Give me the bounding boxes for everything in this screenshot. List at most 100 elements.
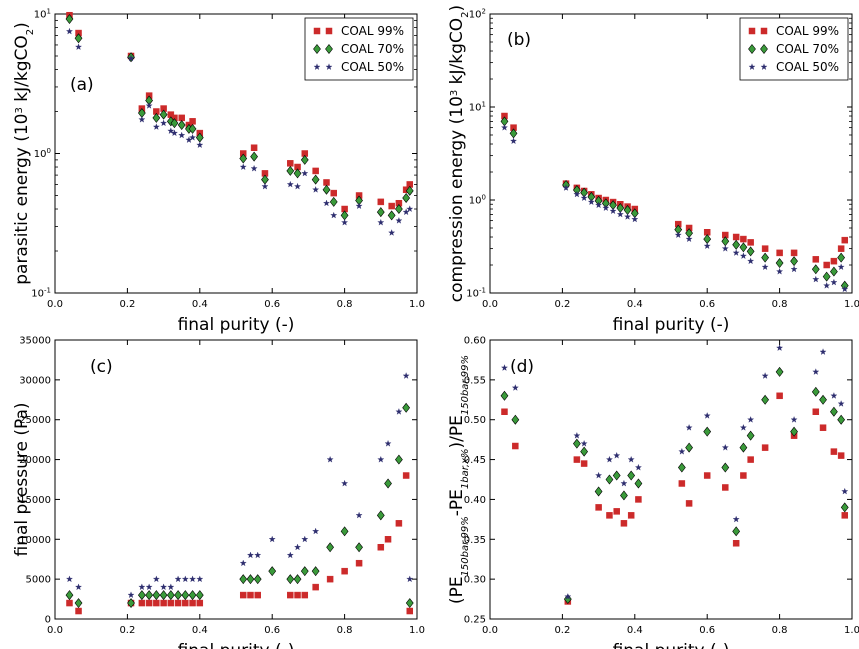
data-point — [323, 179, 330, 186]
data-point — [387, 210, 396, 221]
data-point — [294, 182, 302, 190]
data-point — [177, 120, 186, 131]
data-point — [812, 256, 820, 263]
data-point — [580, 460, 588, 467]
data-point — [254, 591, 261, 599]
x-tick-label: 0.4 — [192, 299, 208, 310]
panel-a: 0.0 0.2 0.4 0.6 0.8 1.0 10-1 100 101 final purity… — [12, 8, 425, 336]
panel-b: 0.0 0.2 0.4 0.6 0.8 1.0 10-1 100 101 102 final pur… — [447, 5, 859, 335]
data-point — [748, 63, 756, 70]
data-point — [153, 599, 160, 607]
data-point — [594, 486, 603, 497]
legend-box — [304, 17, 414, 81]
panel-label: (b) — [507, 30, 531, 50]
data-point — [152, 123, 160, 130]
data-point — [721, 443, 729, 451]
data-point — [174, 599, 182, 607]
data-point — [74, 33, 83, 44]
data-point — [511, 414, 520, 425]
data-point — [395, 520, 403, 527]
data-point — [678, 480, 686, 487]
data-point — [65, 14, 74, 25]
data-point — [776, 344, 784, 351]
data-point — [740, 235, 747, 243]
data-point — [739, 442, 748, 453]
data-point — [167, 583, 175, 591]
data-point — [145, 102, 153, 109]
x-tick-label: 1.0 — [844, 625, 859, 636]
data-point — [837, 263, 845, 271]
y-tick-label: 101 — [469, 101, 486, 114]
data-point — [196, 599, 204, 607]
data-point — [174, 575, 182, 583]
data-point — [166, 590, 175, 601]
data-point — [313, 27, 321, 35]
data-point — [573, 190, 581, 198]
data-point — [152, 590, 161, 601]
data-point — [75, 583, 82, 591]
data-point — [775, 258, 784, 269]
x-tick-label: 0.6 — [264, 299, 280, 310]
data-point — [75, 607, 82, 615]
data-point — [377, 218, 385, 226]
data-point — [286, 165, 295, 176]
data-point — [313, 44, 321, 54]
data-point — [127, 598, 135, 609]
data-point — [512, 442, 519, 450]
y-tick-label: 0.45 — [464, 455, 486, 466]
data-point — [300, 566, 309, 577]
data-point — [247, 551, 254, 559]
panel-label: (d) — [510, 357, 534, 377]
data-point — [748, 44, 756, 54]
data-point — [340, 526, 349, 537]
data-point — [247, 591, 254, 599]
data-point — [239, 153, 248, 164]
x-tick-label: 0.8 — [337, 299, 353, 310]
data-point — [355, 511, 363, 519]
data-point — [685, 424, 693, 431]
data-point — [160, 119, 168, 127]
data-point — [760, 63, 768, 70]
data-point — [602, 204, 610, 211]
data-point — [812, 368, 820, 375]
data-point — [613, 508, 620, 515]
data-point — [294, 543, 302, 551]
data-point — [564, 593, 572, 600]
series-star — [501, 344, 849, 600]
data-point — [830, 392, 838, 399]
y-tick-label: 10-1 — [31, 287, 51, 300]
data-point — [293, 168, 302, 179]
data-point — [167, 599, 175, 607]
data-point — [384, 478, 392, 489]
data-point — [239, 591, 247, 599]
legend-entry: COAL 70% — [341, 42, 404, 56]
x-axis-label: final purity (-) — [613, 641, 730, 649]
y-tick-label: 15000 — [19, 495, 51, 506]
data-point — [678, 447, 686, 455]
data-point — [580, 446, 589, 457]
data-point — [138, 583, 146, 591]
data-point — [160, 599, 167, 607]
data-point — [188, 590, 197, 601]
plot-frame — [489, 339, 853, 620]
data-point — [254, 551, 262, 559]
data-point — [635, 496, 642, 503]
data-point — [812, 408, 820, 415]
data-point — [167, 127, 175, 134]
data-point — [841, 512, 849, 519]
data-point — [732, 249, 740, 256]
data-point — [137, 590, 146, 601]
data-point — [500, 390, 509, 401]
data-point — [722, 484, 729, 491]
data-point — [748, 27, 756, 35]
data-point — [329, 196, 338, 207]
data-point — [286, 551, 294, 559]
data-point — [830, 406, 838, 417]
data-point — [761, 245, 769, 252]
data-point — [311, 566, 320, 577]
y-tick-label: 0.25 — [464, 615, 486, 626]
data-point — [402, 402, 411, 413]
data-point — [170, 118, 179, 129]
series-star — [501, 123, 849, 293]
